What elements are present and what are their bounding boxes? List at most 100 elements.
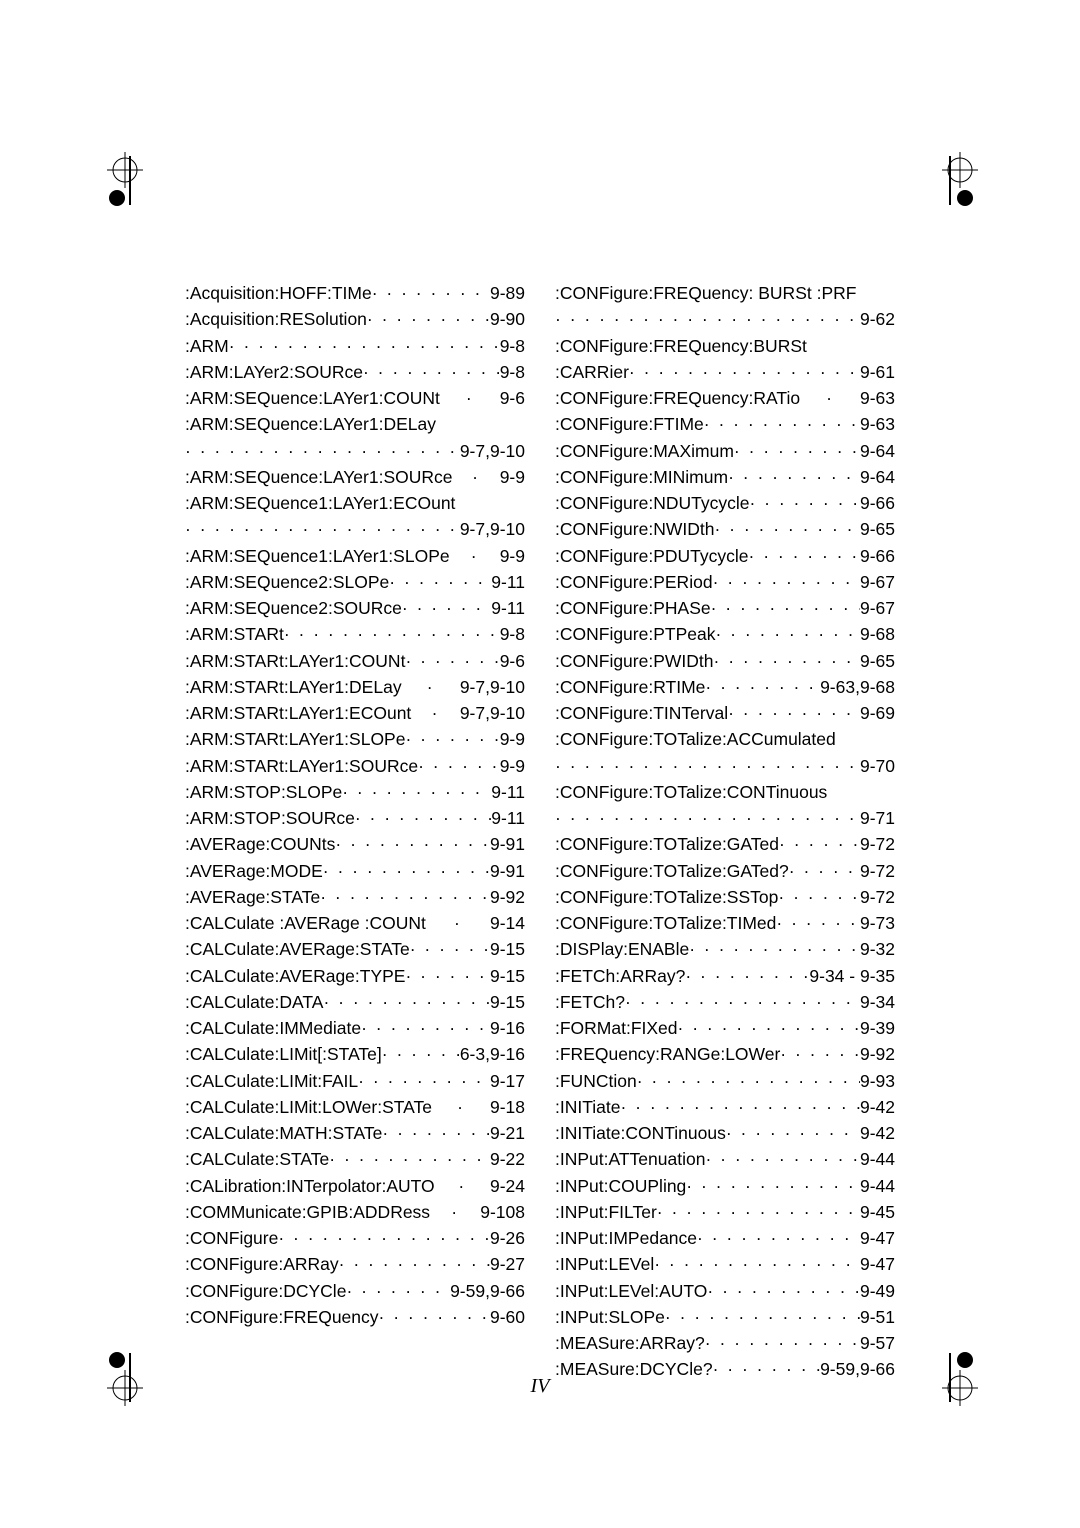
index-entry: · · · · · · · · · · · · · · · · · · · · … bbox=[555, 805, 895, 831]
index-page-ref: 9-92 bbox=[490, 884, 525, 910]
leader-dots: · bbox=[435, 1173, 490, 1199]
index-page-ref: 9-7,9-10 bbox=[460, 700, 525, 726]
index-command: :INPut:FILTer bbox=[555, 1199, 657, 1225]
index-page-ref: 9-60 bbox=[490, 1304, 525, 1330]
index-page-ref: 9-68 bbox=[860, 621, 895, 647]
index-entry: :CALCulate:DATA · · · · · · · · · · · · … bbox=[185, 989, 525, 1015]
leader-dots: · · · · · · · · · · · · · · · · · · · · … bbox=[778, 884, 860, 910]
index-command: :FETCh:ARRay? bbox=[555, 963, 685, 989]
index-command: :CONFigure:TOTalize:CONTinuous bbox=[555, 779, 827, 805]
leader-dots: · · · · · · · · · · · · · · · · · · · · … bbox=[402, 595, 491, 621]
index-page-ref: 9-66 bbox=[860, 543, 895, 569]
index-entry: :AVERage:STATe · · · · · · · · · · · · ·… bbox=[185, 884, 525, 910]
index-page-ref: 9-15 bbox=[490, 963, 525, 989]
index-entry: :CONFigure:PTPeak · · · · · · · · · · · … bbox=[555, 621, 895, 647]
index-entry: · · · · · · · · · · · · · · · · · · · · … bbox=[555, 753, 895, 779]
index-entry: :INPut:LEVel:AUTO · · · · · · · · · · · … bbox=[555, 1278, 895, 1304]
leader-dots: · · · · · · · · · · · · · · · · · · · · … bbox=[749, 490, 859, 516]
index-command: :CALCulate:LIMit:LOWer:STATe bbox=[185, 1094, 432, 1120]
index-command: :CONFigure:TINTerval bbox=[555, 700, 728, 726]
index-entry: :FREQuency:RANGe:LOWer · · · · · · · · ·… bbox=[555, 1041, 895, 1067]
index-command: :FORMat:FIXed bbox=[555, 1015, 678, 1041]
index-entry: :ARM:STARt:LAYer1:COUNt · · · · · · · · … bbox=[185, 648, 525, 674]
index-page-ref: 9-42 bbox=[860, 1120, 895, 1146]
index-entry: :CALCulate:LIMit:FAIL · · · · · · · · · … bbox=[185, 1068, 525, 1094]
index-entry: :CONFigure:TOTalize:ACCumulated bbox=[555, 726, 895, 752]
index-page-ref: 9-65 bbox=[860, 648, 895, 674]
index-page-ref: 9-67 bbox=[860, 595, 895, 621]
leader-dots: · · · · · · · · · · · · · · · · · · · · … bbox=[715, 621, 860, 647]
index-entry: :INPut:SLOPe · · · · · · · · · · · · · ·… bbox=[555, 1304, 895, 1330]
index-command: :ARM:SEQuence1:LAYer1:ECOunt bbox=[185, 490, 455, 516]
leader-dots: · bbox=[402, 674, 460, 700]
index-entry: :AVERage:COUNts · · · · · · · · · · · · … bbox=[185, 831, 525, 857]
index-command: :ARM:SEQuence1:LAYer1:SLOPe bbox=[185, 543, 450, 569]
index-command: :CONFigure:RTIMe bbox=[555, 674, 705, 700]
index-entry: :ARM:SEQuence:LAYer1:DELay bbox=[185, 411, 525, 437]
index-page-ref: 9-22 bbox=[490, 1146, 525, 1172]
index-page-ref: 9-44 bbox=[860, 1146, 895, 1172]
index-command: :CONFigure:NDUTycycle bbox=[555, 490, 749, 516]
index-page-ref: 9-91 bbox=[490, 858, 525, 884]
index-entry: :CALibration:INTerpolator:AUTO · 9-24 bbox=[185, 1173, 525, 1199]
leader-dots: · · · · · · · · · · · · · · · · · · · · … bbox=[405, 648, 499, 674]
index-command: :FREQuency:RANGe:LOWer bbox=[555, 1041, 780, 1067]
index-entry: :ARM:SEQuence2:SOURce · · · · · · · · · … bbox=[185, 595, 525, 621]
index-command: :ARM:STARt:LAYer1:SLOPe bbox=[185, 726, 405, 752]
index-entry: · · · · · · · · · · · · · · · · · · · · … bbox=[185, 438, 525, 464]
leader-dots: · · · · · · · · · · · · · · · · · · · · … bbox=[355, 805, 491, 831]
index-page-ref: 9-72 bbox=[860, 858, 895, 884]
index-command: :Acquisition:HOFF:TIMe bbox=[185, 280, 372, 306]
leader-dots: · · · · · · · · · · · · · · · · · · · · … bbox=[685, 963, 809, 989]
leader-dots: · · · · · · · · · · · · · · · · · · · · … bbox=[705, 1330, 860, 1356]
index-command: :CONFigure bbox=[185, 1225, 278, 1251]
index-page-ref: 9-11 bbox=[491, 595, 525, 621]
leader-dots: · · · · · · · · · · · · · · · · · · · · … bbox=[780, 1041, 860, 1067]
left-column: :Acquisition:HOFF:TIMe · · · · · · · · ·… bbox=[185, 280, 525, 1383]
index-command: :ARM:LAYer2:SOURce bbox=[185, 359, 363, 385]
index-entry: :ARM:STOP:SOURce · · · · · · · · · · · ·… bbox=[185, 805, 525, 831]
leader-dots: · · · · · · · · · · · · · · · · · · · · … bbox=[714, 648, 860, 674]
leader-dots: · · · · · · · · · · · · · · · · · · · · … bbox=[329, 1146, 490, 1172]
index-entry: :CALCulate:AVERage:TYPE · · · · · · · · … bbox=[185, 963, 525, 989]
index-command: :INITiate bbox=[555, 1094, 620, 1120]
index-entry: :Acquisition:HOFF:TIMe · · · · · · · · ·… bbox=[185, 280, 525, 306]
index-page-ref: 9-6 bbox=[500, 648, 525, 674]
leader-dots: · · · · · · · · · · · · · · · · · · · · … bbox=[689, 936, 860, 962]
index-page-ref: 9-72 bbox=[860, 831, 895, 857]
index-command: :CONFigure:TOTalize:GATed bbox=[555, 831, 779, 857]
leader-dots: · · · · · · · · · · · · · · · · · · · · … bbox=[382, 1041, 460, 1067]
leader-dots: · · · · · · · · · · · · · · · · · · · · … bbox=[728, 464, 860, 490]
index-page-ref: 9-49 bbox=[860, 1278, 895, 1304]
leader-dots: · · · · · · · · · · · · · · · · · · · · … bbox=[713, 1356, 821, 1382]
index-page-ref: 9-32 bbox=[860, 936, 895, 962]
index-command: :CONFigure:FREQuency:RATio bbox=[555, 385, 800, 411]
index-command: :FETCh? bbox=[555, 989, 625, 1015]
index-page-ref: 9-93 bbox=[860, 1068, 895, 1094]
index-entry: :CONFigure:PHASe · · · · · · · · · · · ·… bbox=[555, 595, 895, 621]
index-entry: :CONFigure:FREQuency: BURSt :PRF bbox=[555, 280, 895, 306]
index-page-ref: 9-72 bbox=[860, 884, 895, 910]
index-command: :AVERage:STATe bbox=[185, 884, 320, 910]
index-page-ref: 9-39 bbox=[860, 1015, 895, 1041]
index-command: :CARRier bbox=[555, 359, 629, 385]
index-entry: :CONFigure · · · · · · · · · · · · · · ·… bbox=[185, 1225, 525, 1251]
leader-dots: · · · · · · · · · · · · · · · · · · · · … bbox=[410, 936, 490, 962]
index-page-ref: 9-24 bbox=[490, 1173, 525, 1199]
index-command: :ARM:SEQuence:LAYer1:COUNt bbox=[185, 385, 440, 411]
index-entry: :ARM:STARt:LAYer1:DELay · 9-7,9-10 bbox=[185, 674, 525, 700]
index-command: :INPut:SLOPe bbox=[555, 1304, 665, 1330]
leader-dots: · · · · · · · · · · · · · · · · · · · · … bbox=[704, 411, 860, 437]
index-command: :Acquisition:RESolution bbox=[185, 306, 367, 332]
leader-dots: · · · · · · · · · · · · · · · · · · · · … bbox=[654, 1251, 860, 1277]
leader-dots: · · · · · · · · · · · · · · · · · · · · … bbox=[726, 1120, 860, 1146]
index-entry: :COMMunicate:GPIB:ADDRess · 9-108 bbox=[185, 1199, 525, 1225]
leader-dots: · bbox=[426, 910, 490, 936]
leader-dots: · · · · · · · · · · · · · · · · · · · · … bbox=[555, 805, 860, 831]
index-command: :COMMunicate:GPIB:ADDRess bbox=[185, 1199, 430, 1225]
index-page-ref: 9-63,9-68 bbox=[820, 674, 895, 700]
index-entry: :ARM:SEQuence1:LAYer1:SLOPe · 9-9 bbox=[185, 543, 525, 569]
index-command: :ARM:STOP:SOURce bbox=[185, 805, 355, 831]
index-command: :CONFigure:FREQuency: BURSt :PRF bbox=[555, 280, 856, 306]
leader-dots: · · · · · · · · · · · · · · · · · · · · … bbox=[284, 621, 500, 647]
